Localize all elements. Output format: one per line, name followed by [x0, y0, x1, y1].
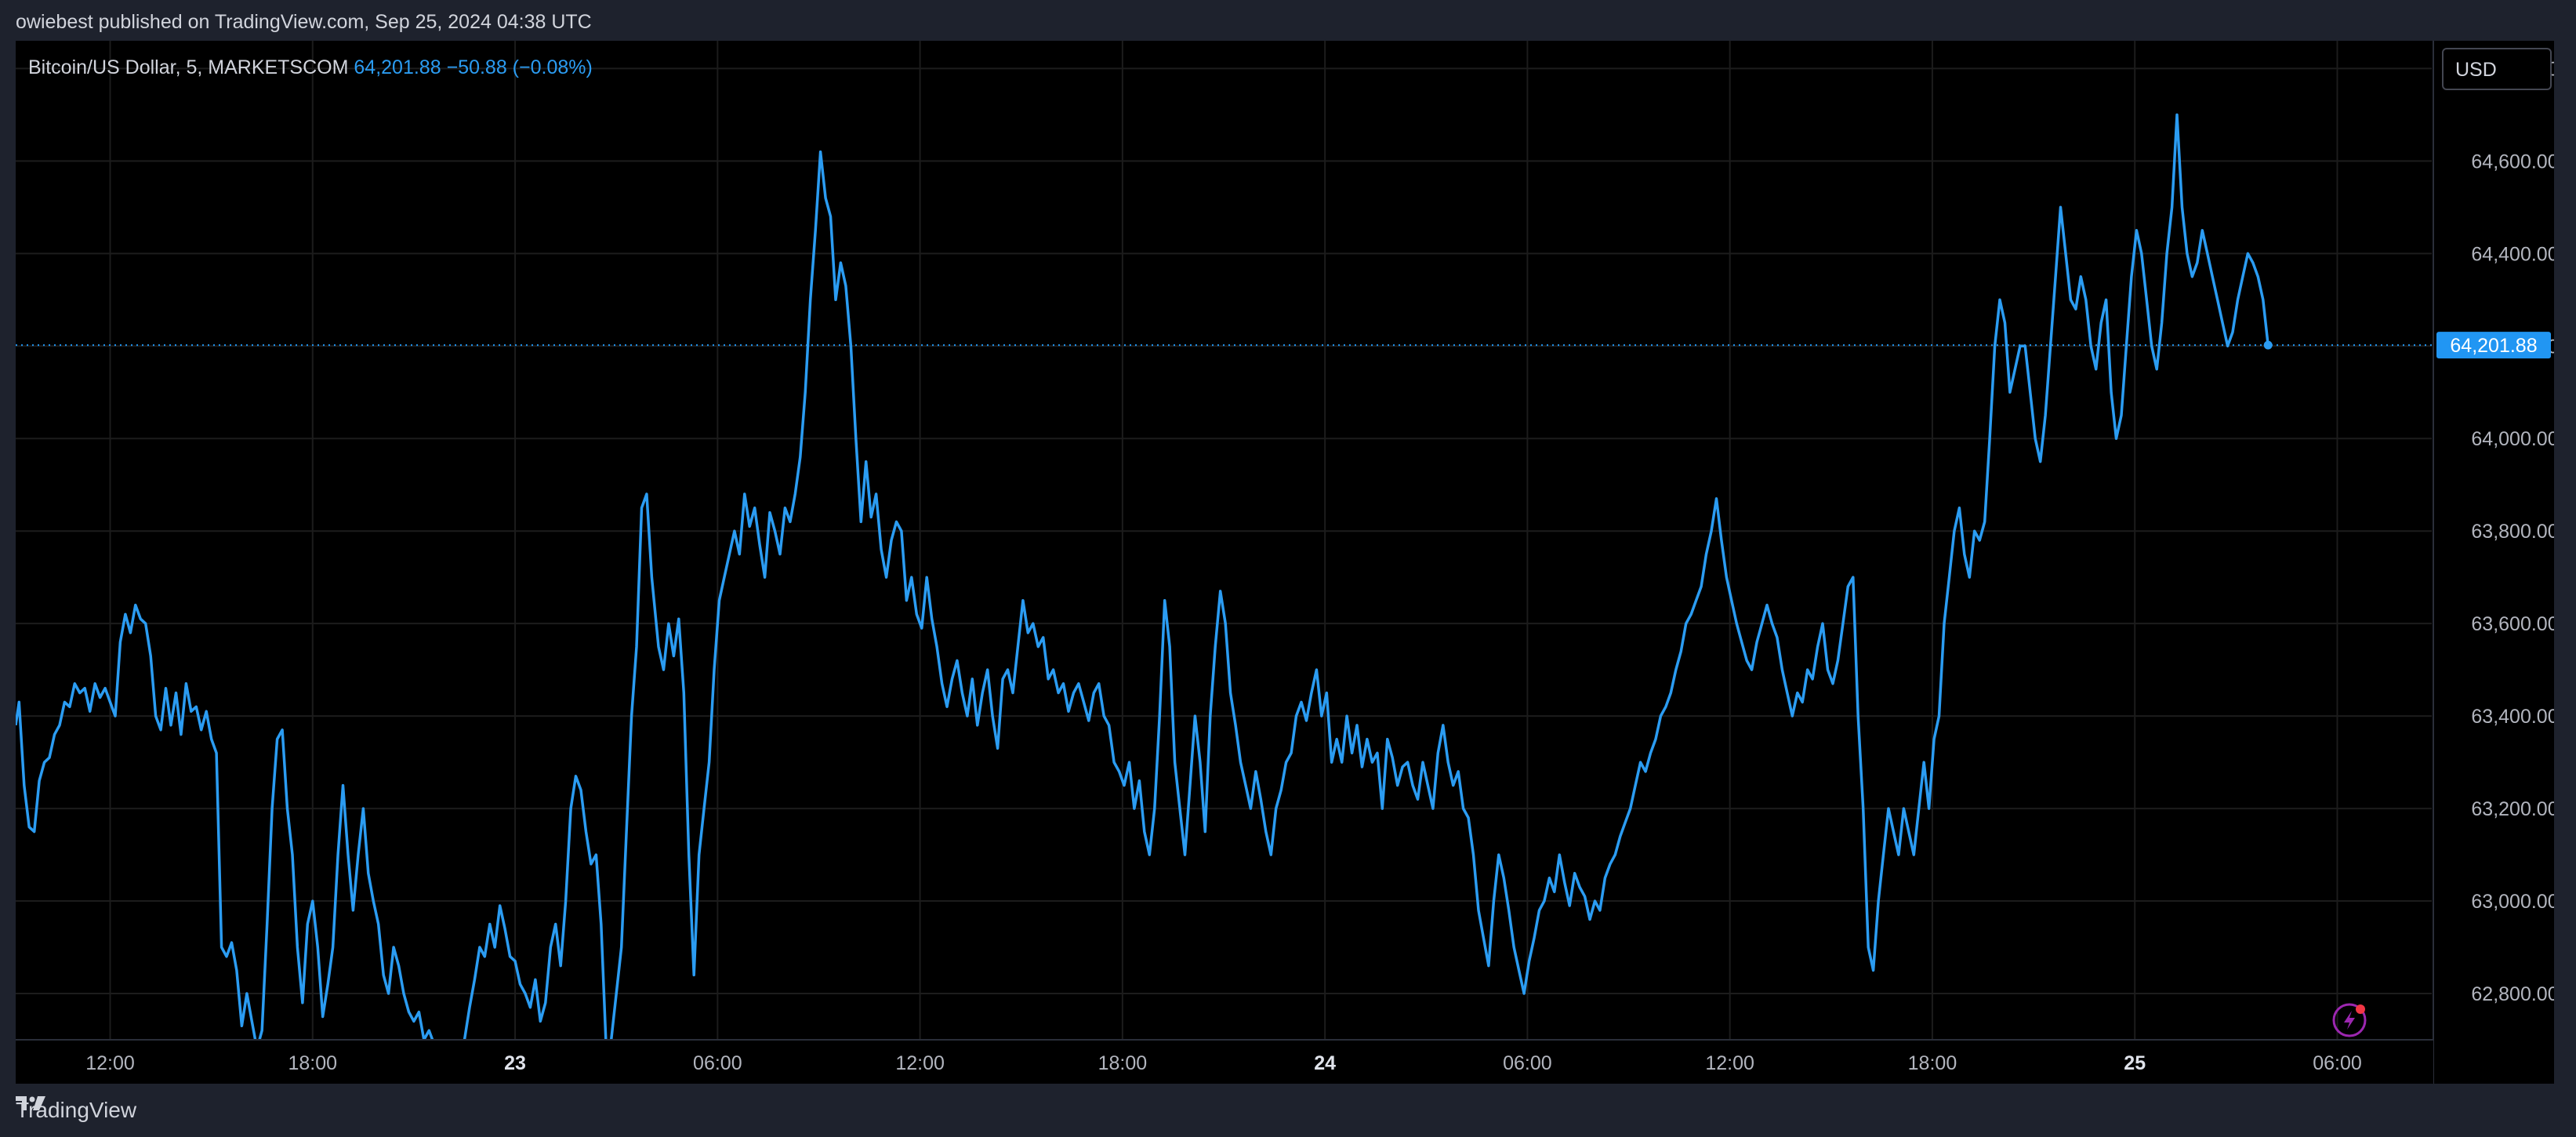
time-tick-label: 06:00: [2313, 1052, 2362, 1074]
price-axis-background: [2433, 41, 2554, 1084]
time-tick-label: 12:00: [1705, 1052, 1754, 1074]
lightning-alert-icon[interactable]: [2332, 1003, 2367, 1037]
time-axis[interactable]: 12:00 18:00 23 06:00 12:00 18:00 24 06:00 12:00 1…: [16, 1039, 2433, 1084]
time-tick-label: 06:00: [693, 1052, 742, 1074]
legend-change: −50.88 (−0.08%): [447, 56, 593, 78]
price-series: [16, 113, 2273, 1055]
chart-canvas[interactable]: 62,800.00 63,000.00 63,200.00 63,400.00 63,6…: [16, 41, 2554, 1084]
symbol-name[interactable]: Bitcoin/US Dollar, 5, MARKETSCOM: [28, 56, 354, 78]
time-tick-label: 12:00: [85, 1052, 135, 1074]
price-tick-label: 63,800.00: [2471, 521, 2554, 543]
symbol-legend: Bitcoin/US Dollar, 5, MARKETSCOM 64,201.…: [28, 56, 593, 78]
time-tick-label: 12:00: [895, 1052, 945, 1074]
current-price-badge: [2436, 332, 2551, 359]
alert-icon-bolt: [2344, 1011, 2355, 1030]
price-chart[interactable]: 62,800.00 63,000.00 63,200.00 63,400.00 63,6…: [16, 41, 2554, 1084]
tradingview-logo-icon[interactable]: [16, 1095, 47, 1112]
price-tick-label: 64,000.00: [2471, 428, 2554, 450]
alert-icon-dot: [2356, 1004, 2365, 1014]
time-axis-background: [16, 1040, 2433, 1084]
alert-icon-ring: [2332, 1003, 2367, 1037]
time-tick-label: 25: [2124, 1052, 2146, 1074]
price-tick-label: 63,600.00: [2471, 613, 2554, 635]
price-tick-label: 64,600.00: [2471, 151, 2554, 173]
time-tick-label: 18:00: [288, 1052, 338, 1074]
time-tick-label: 23: [504, 1052, 526, 1074]
price-tick-label: 63,400.00: [2471, 706, 2554, 728]
currency-button-label[interactable]: USD: [2455, 59, 2497, 81]
price-tick-label: 62,800.00: [2471, 983, 2554, 1005]
chart-overlay: Bitcoin/US Dollar, 5, MARKETSCOM 64,201.…: [28, 56, 2367, 1037]
series-line-bitcoin: [16, 113, 2269, 1055]
grid-lines: [16, 41, 2432, 1040]
footer: TradingView: [16, 1095, 136, 1126]
published-caption: owiebest published on TradingView.com, S…: [16, 11, 592, 33]
price-tick-label: 64,400.00: [2471, 243, 2554, 265]
currency-button[interactable]: [2442, 48, 2552, 90]
time-tick-label: 06:00: [1503, 1052, 1552, 1074]
price-tick-label: 63,000.00: [2471, 891, 2554, 913]
price-tick-label: 63,200.00: [2471, 798, 2554, 820]
legend-price: 64,201.88: [354, 56, 446, 78]
price-axis[interactable]: 62,800.00 63,000.00 63,200.00 63,400.00 63,6…: [2433, 41, 2554, 1084]
time-tick-label: 18:00: [1098, 1052, 1148, 1074]
time-tick-label: 24: [1314, 1052, 1336, 1074]
current-price-badge-label: 64,201.88: [2450, 335, 2537, 357]
time-tick-label: 18:00: [1908, 1052, 1957, 1074]
last-price-dot: [2263, 340, 2273, 350]
